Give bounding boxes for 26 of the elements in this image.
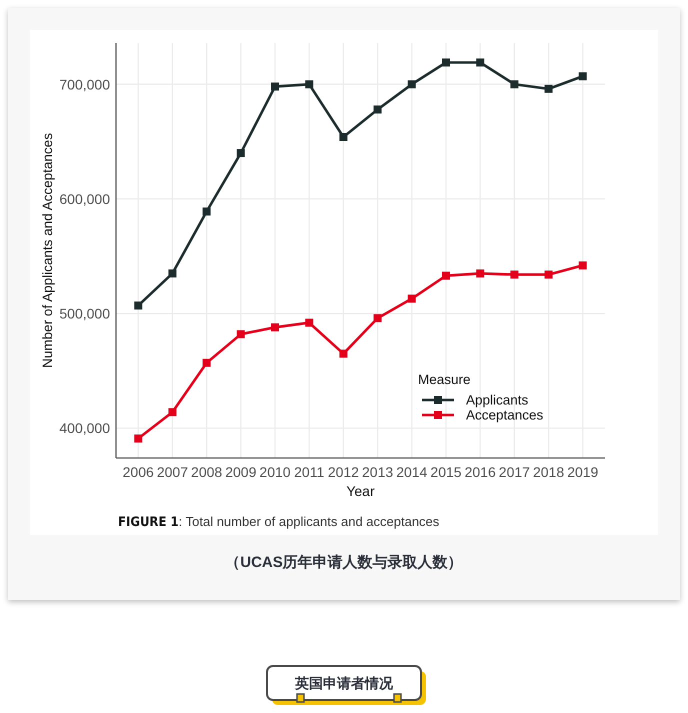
legend-label: Acceptances [466,408,544,422]
x-tick-label: 2006 [122,464,154,480]
x-tick-label: 2015 [430,464,462,480]
text: 英国申请者情况 [294,675,394,691]
x-tick-label: 2012 [328,464,360,480]
x-tick-label: 2019 [567,464,599,480]
y-tick-label: 700,000 [59,76,110,92]
x-tick-label: 2010 [259,464,291,480]
x-axis-title: Year [346,483,375,499]
x-tick-label: 2011 [294,464,324,480]
x-tick-label: 2013 [362,464,394,480]
y-tick-label: 600,000 [59,190,110,207]
y-tick-label: 500,000 [59,306,110,322]
caption: FIGURE 1: Total number of applicants and acceptances [118,514,440,530]
x-tick-label: 2014 [396,464,428,480]
x-tick-label: 2008 [191,464,222,480]
x-tick-label: 2009 [225,464,257,480]
y-axis-title: Number of Applicants and Acceptances [40,132,55,368]
legend-title: Measure [418,372,471,387]
y-tick-label: 400,000 [59,420,110,436]
x-tick-label: 2007 [156,464,188,480]
x-tick-label: 2016 [464,464,496,480]
x-tick-label: 2017 [498,464,530,480]
legend-label: Applicants [466,392,529,408]
x-tick-label: 2018 [533,464,564,480]
text: （UCAS历年申请人数与录取人数） [225,554,463,571]
